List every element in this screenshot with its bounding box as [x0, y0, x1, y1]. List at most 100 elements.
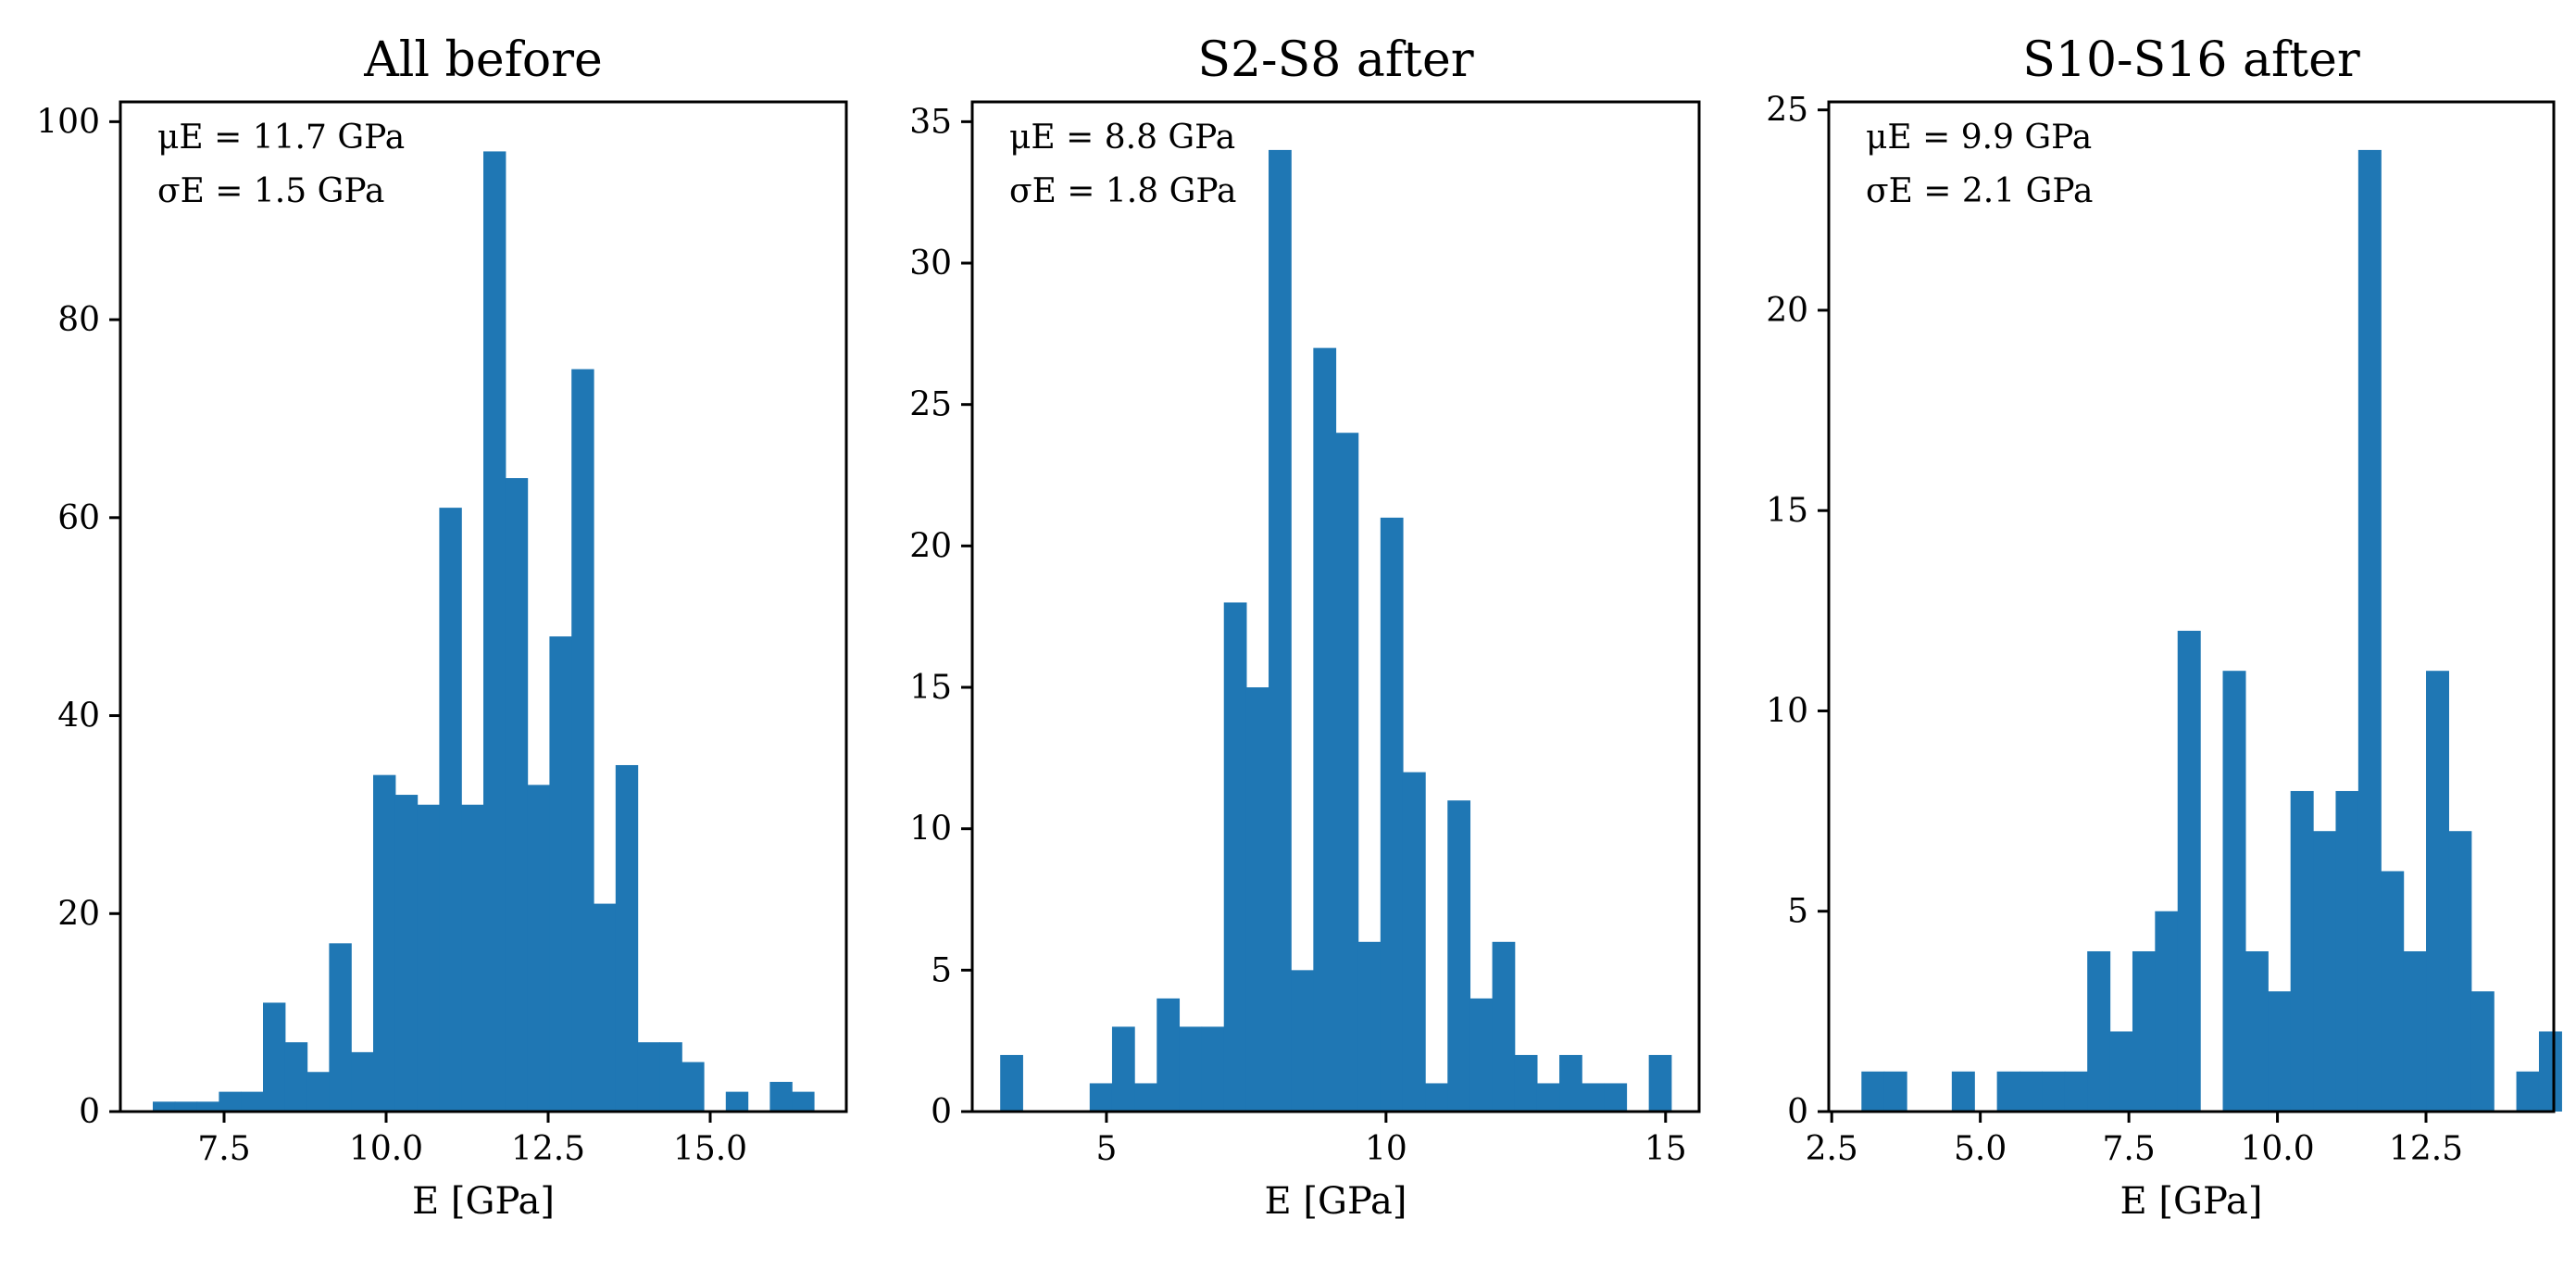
histogram-bar [1447, 800, 1471, 1112]
histogram-bar [241, 1091, 264, 1112]
histogram-bar [417, 804, 440, 1112]
histogram-bar [2470, 991, 2495, 1112]
histogram-bar [2087, 950, 2111, 1112]
histogram-bar [1402, 772, 1426, 1112]
y-tick-label: 5 [931, 951, 952, 989]
histogram-bar [1157, 998, 1181, 1112]
histogram-panel-3: 2.5 5.0 7.5 10.0 12.5 0 5 10 15 20 25 S10-S16 after… [1766, 32, 2562, 1223]
histogram-bar [2268, 991, 2292, 1112]
histogram-bar [1380, 517, 1404, 1112]
histogram-bar [1951, 1071, 1975, 1112]
histogram-bar [2538, 1031, 2562, 1112]
histogram-bar [2109, 1031, 2133, 1112]
x-tick-label: 5.0 [1954, 1130, 2007, 1168]
histogram-bar [219, 1091, 242, 1112]
x-axis-label: E [GPa] [1264, 1180, 1407, 1223]
histogram-bar [1291, 970, 1314, 1112]
histogram-bar [1134, 1083, 1157, 1112]
histogram-bar [1223, 602, 1247, 1112]
histogram-bar [1514, 1054, 1538, 1112]
histogram-bar [2426, 671, 2450, 1112]
histogram-bar [394, 795, 419, 1112]
histogram-bar [1996, 1071, 2020, 1112]
histogram-bar [1000, 1054, 1023, 1112]
y-tick-label: 60 [57, 499, 100, 537]
histogram-bar [2222, 671, 2246, 1112]
histogram-bar [1492, 941, 1516, 1112]
x-tick-label: 10.0 [349, 1130, 423, 1168]
histogram-bar [1111, 1026, 1135, 1112]
y-tick-label: 20 [1766, 292, 1808, 330]
y-tick-label: 20 [909, 527, 952, 565]
histogram-bar [505, 478, 529, 1112]
y-tick-label: 10 [909, 811, 952, 848]
x-tick-label: 12.5 [511, 1130, 585, 1168]
histogram-bar [1335, 433, 1359, 1112]
histogram-bar [2335, 790, 2359, 1112]
x-tick-label: 12.5 [2389, 1130, 2463, 1168]
histogram-bar [196, 1101, 219, 1112]
y-tick-label: 80 [57, 301, 100, 339]
panel-title: S10-S16 after [2022, 32, 2360, 88]
histogram-bar [2290, 790, 2314, 1112]
x-axis-label: E [GPa] [2120, 1180, 2262, 1223]
histogram-bar [1604, 1083, 1628, 1112]
histogram-panel-2: 5 10 15 0 5 10 15 20 25 30 35 S2-S8 after E [GPa] μE … [909, 32, 1701, 1223]
panel-title: All before [363, 32, 603, 88]
y-tick-label: 35 [909, 103, 952, 141]
x-tick-label: 10 [1365, 1130, 1407, 1168]
x-tick-label: 7.5 [2102, 1130, 2155, 1168]
histogram-bar [2448, 831, 2472, 1112]
histogram-bar [1089, 1083, 1113, 1112]
histogram-bar [2245, 950, 2269, 1112]
histogram-bar [2020, 1071, 2044, 1112]
x-tick-label: 15 [1644, 1130, 1687, 1168]
x-axis-label: E [GPa] [412, 1180, 555, 1223]
y-tick-label: 0 [931, 1093, 952, 1131]
panel-title: S2-S8 after [1197, 32, 1473, 88]
histogram-bar [2516, 1071, 2540, 1112]
histogram-bar [2042, 1071, 2066, 1112]
x-tick-label: 5 [1095, 1130, 1117, 1168]
histogram-bar [615, 764, 639, 1112]
histogram-bar [2064, 1071, 2088, 1112]
std-annotation: σE = 2.1 GPa [1866, 172, 2093, 210]
histogram-bar [2132, 950, 2156, 1112]
y-tick-label: 5 [1787, 893, 1808, 931]
y-tick-label: 100 [36, 103, 100, 141]
y-tick-label: 30 [909, 245, 952, 283]
y-tick-label: 0 [79, 1093, 100, 1131]
histogram-bar [527, 785, 550, 1112]
histogram-bar [1357, 941, 1382, 1112]
y-tick-label: 25 [1766, 92, 1808, 130]
histogram-bar [682, 1062, 705, 1112]
x-tick-label: 7.5 [197, 1130, 250, 1168]
histogram-bar [594, 903, 617, 1112]
histogram-bar [1469, 998, 1494, 1112]
histogram-bar [571, 369, 594, 1112]
histogram-bar [2155, 911, 2179, 1112]
histogram-bar [263, 1002, 286, 1112]
histogram-bar [659, 1042, 682, 1112]
histogram-bar [2381, 871, 2405, 1112]
histogram-bar [1313, 347, 1337, 1112]
histogram-bar [1861, 1071, 1885, 1112]
std-annotation: σE = 1.8 GPa [1009, 172, 1236, 210]
mean-annotation: μE = 11.7 GPa [157, 119, 405, 157]
histogram-bar [329, 943, 352, 1112]
histogram-bar [174, 1101, 198, 1112]
histogram-bar [1201, 1026, 1225, 1112]
y-tick-label: 15 [909, 669, 952, 707]
histogram-bar [1883, 1071, 1907, 1112]
histogram-bar [2357, 149, 2382, 1112]
histogram-bar [2177, 630, 2201, 1112]
y-tick-label: 0 [1787, 1093, 1808, 1131]
y-tick-label: 40 [57, 698, 100, 735]
histogram-bar [1179, 1026, 1203, 1112]
histogram-bar [306, 1072, 330, 1112]
histogram-bar [769, 1081, 793, 1112]
histogram-bar [2403, 950, 2427, 1112]
axes-frame [119, 100, 848, 1113]
y-tick-label: 10 [1766, 692, 1808, 730]
histogram-bar [2313, 831, 2337, 1112]
